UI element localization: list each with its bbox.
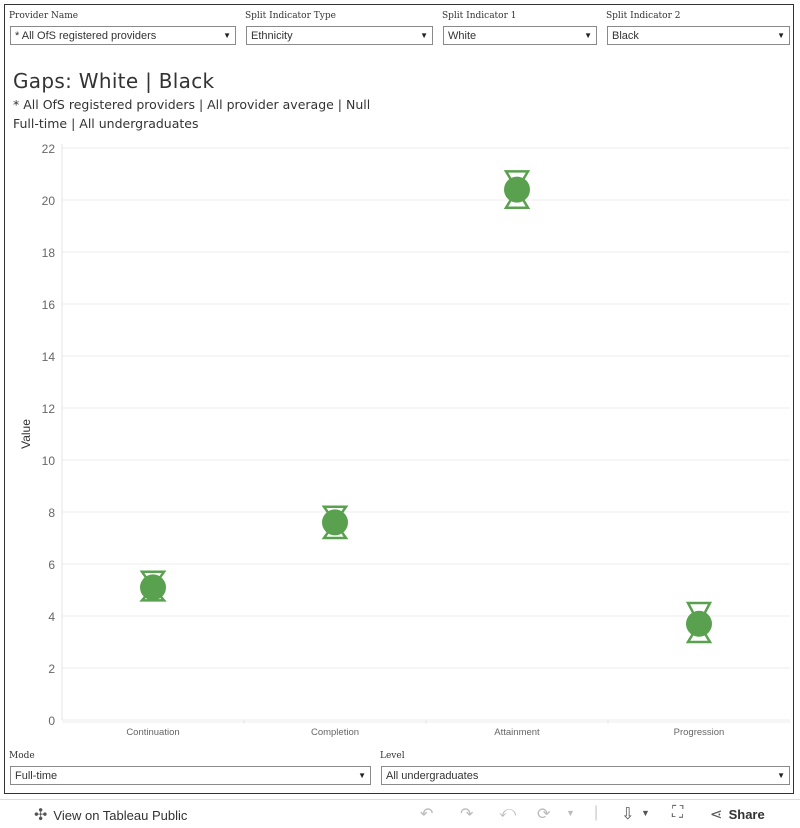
y-tick-label: 12 (42, 402, 56, 416)
y-tick-label: 14 (42, 350, 56, 364)
split1-dropdown[interactable]: White ▼ (443, 26, 597, 45)
chevron-down-icon: ▼ (358, 771, 366, 780)
level-filter-label: Level (380, 751, 405, 761)
refresh-menu-chevron-icon[interactable]: ▼ (566, 808, 575, 818)
split-type-dropdown[interactable]: Ethnicity ▼ (246, 26, 433, 45)
y-tick-label: 8 (48, 506, 55, 520)
split2-filter-label: Split Indicator 2 (606, 11, 681, 21)
y-tick-label: 16 (42, 298, 56, 312)
value-point (140, 574, 166, 601)
chart-title: Gaps: White | Black (13, 69, 215, 93)
mode-dropdown-value: Full-time (15, 769, 58, 782)
x-tick-label: Progression (674, 727, 725, 738)
provider-filter-label: Provider Name (9, 11, 79, 21)
y-tick-label: 20 (42, 194, 56, 208)
revert-icon[interactable]: ⤺ (499, 804, 517, 821)
download-icon[interactable]: ⇩ (621, 806, 635, 823)
gaps-chart: 0 2 4 6 8 10 12 14 16 18 20 22 Value Continuation Comp… (19, 142, 790, 738)
chart-subtitle-mode: Full-time | All undergraduates (13, 116, 199, 131)
y-tick-label: 22 (42, 142, 56, 156)
y-tick-label: 2 (48, 662, 55, 676)
refresh-icon[interactable]: ⟳ (537, 806, 551, 823)
y-tick-label: 6 (48, 558, 55, 572)
y-tick-label: 10 (42, 454, 56, 468)
tableau-toolbar: ✣ View on Tableau Public ↶ ↷ ⤺ ⟳ ▼ | ⇩ ▼… (0, 799, 800, 828)
chevron-down-icon: ▼ (223, 31, 231, 40)
split1-filter-label: Split Indicator 1 (442, 11, 517, 21)
chevron-down-icon: ▼ (420, 31, 428, 40)
view-on-tableau-link[interactable]: ✣ View on Tableau Public (34, 805, 187, 825)
split2-dropdown-value: Black (612, 29, 639, 42)
x-tick-label: Completion (311, 727, 359, 738)
toolbar-divider: | (594, 804, 599, 821)
value-point (504, 176, 530, 203)
chevron-down-icon: ▼ (584, 31, 592, 40)
mode-filter-label: Mode (9, 751, 35, 761)
download-menu-chevron-icon[interactable]: ▼ (641, 808, 650, 818)
provider-dropdown[interactable]: * All OfS registered providers ▼ (10, 26, 236, 45)
chart-subtitle-provider: * All OfS registered providers | All pro… (13, 97, 371, 112)
chevron-down-icon: ▼ (777, 31, 785, 40)
x-tick-label: Attainment (494, 727, 540, 738)
x-tick-label: Continuation (126, 727, 179, 738)
redo-icon[interactable]: ↷ (460, 806, 474, 823)
mode-dropdown[interactable]: Full-time ▼ (10, 766, 371, 785)
level-dropdown-value: All undergraduates (386, 769, 479, 782)
value-point (686, 610, 712, 637)
y-axis-label: Value (19, 419, 33, 449)
y-tick-label: 4 (48, 610, 55, 624)
share-icon: ⋖ (710, 806, 723, 823)
split1-dropdown-value: White (448, 29, 477, 42)
split-type-filter-label: Split Indicator Type (245, 11, 336, 21)
split-type-dropdown-value: Ethnicity (251, 29, 293, 42)
value-point (322, 509, 348, 536)
fullscreen-icon[interactable]: ⛶ (672, 804, 684, 821)
provider-dropdown-value: * All OfS registered providers (15, 29, 157, 42)
chevron-down-icon: ▼ (777, 771, 785, 780)
level-dropdown[interactable]: All undergraduates ▼ (381, 766, 790, 785)
share-button[interactable]: ⋖ Share (710, 805, 765, 823)
share-label: Share (728, 806, 765, 822)
y-tick-label: 18 (42, 246, 56, 260)
dashboard-frame (4, 4, 794, 794)
tableau-logo-icon: ✣ (34, 807, 48, 824)
split2-dropdown[interactable]: Black ▼ (607, 26, 790, 45)
undo-icon[interactable]: ↶ (420, 806, 434, 823)
view-on-tableau-label: View on Tableau Public (53, 807, 188, 823)
y-tick-label: 0 (48, 714, 55, 728)
